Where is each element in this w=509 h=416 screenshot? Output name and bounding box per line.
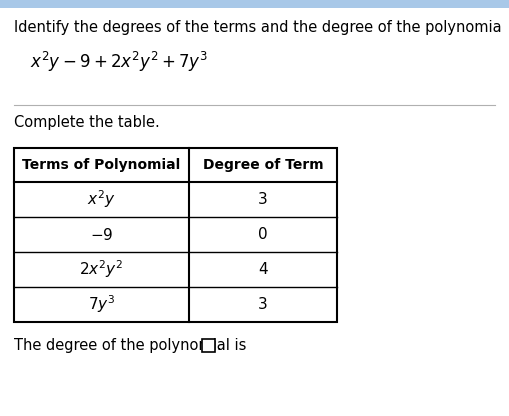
Text: Complete the table.: Complete the table. <box>14 115 160 130</box>
Bar <box>14 148 337 322</box>
Text: Identify the degrees of the terms and the degree of the polynomia: Identify the degrees of the terms and th… <box>14 20 502 35</box>
Text: 3: 3 <box>258 297 268 312</box>
Text: Degree of Term: Degree of Term <box>203 158 323 172</box>
Bar <box>0 0 509 8</box>
Text: $x^2y-9+2x^2y^2+7y^3$: $x^2y-9+2x^2y^2+7y^3$ <box>30 50 208 74</box>
Text: $2x^2y^2$: $2x^2y^2$ <box>79 259 124 280</box>
Text: The degree of the polynomial is: The degree of the polynomial is <box>14 338 246 353</box>
Text: 3: 3 <box>258 192 268 207</box>
Text: 4: 4 <box>258 262 268 277</box>
Text: .: . <box>216 338 221 353</box>
Text: Terms of Polynomial: Terms of Polynomial <box>22 158 181 172</box>
Text: 0: 0 <box>258 227 268 242</box>
Text: $-9$: $-9$ <box>90 226 113 243</box>
Bar <box>202 339 215 352</box>
Text: $7y^3$: $7y^3$ <box>88 294 115 315</box>
Text: $x^2y$: $x^2y$ <box>87 188 116 210</box>
